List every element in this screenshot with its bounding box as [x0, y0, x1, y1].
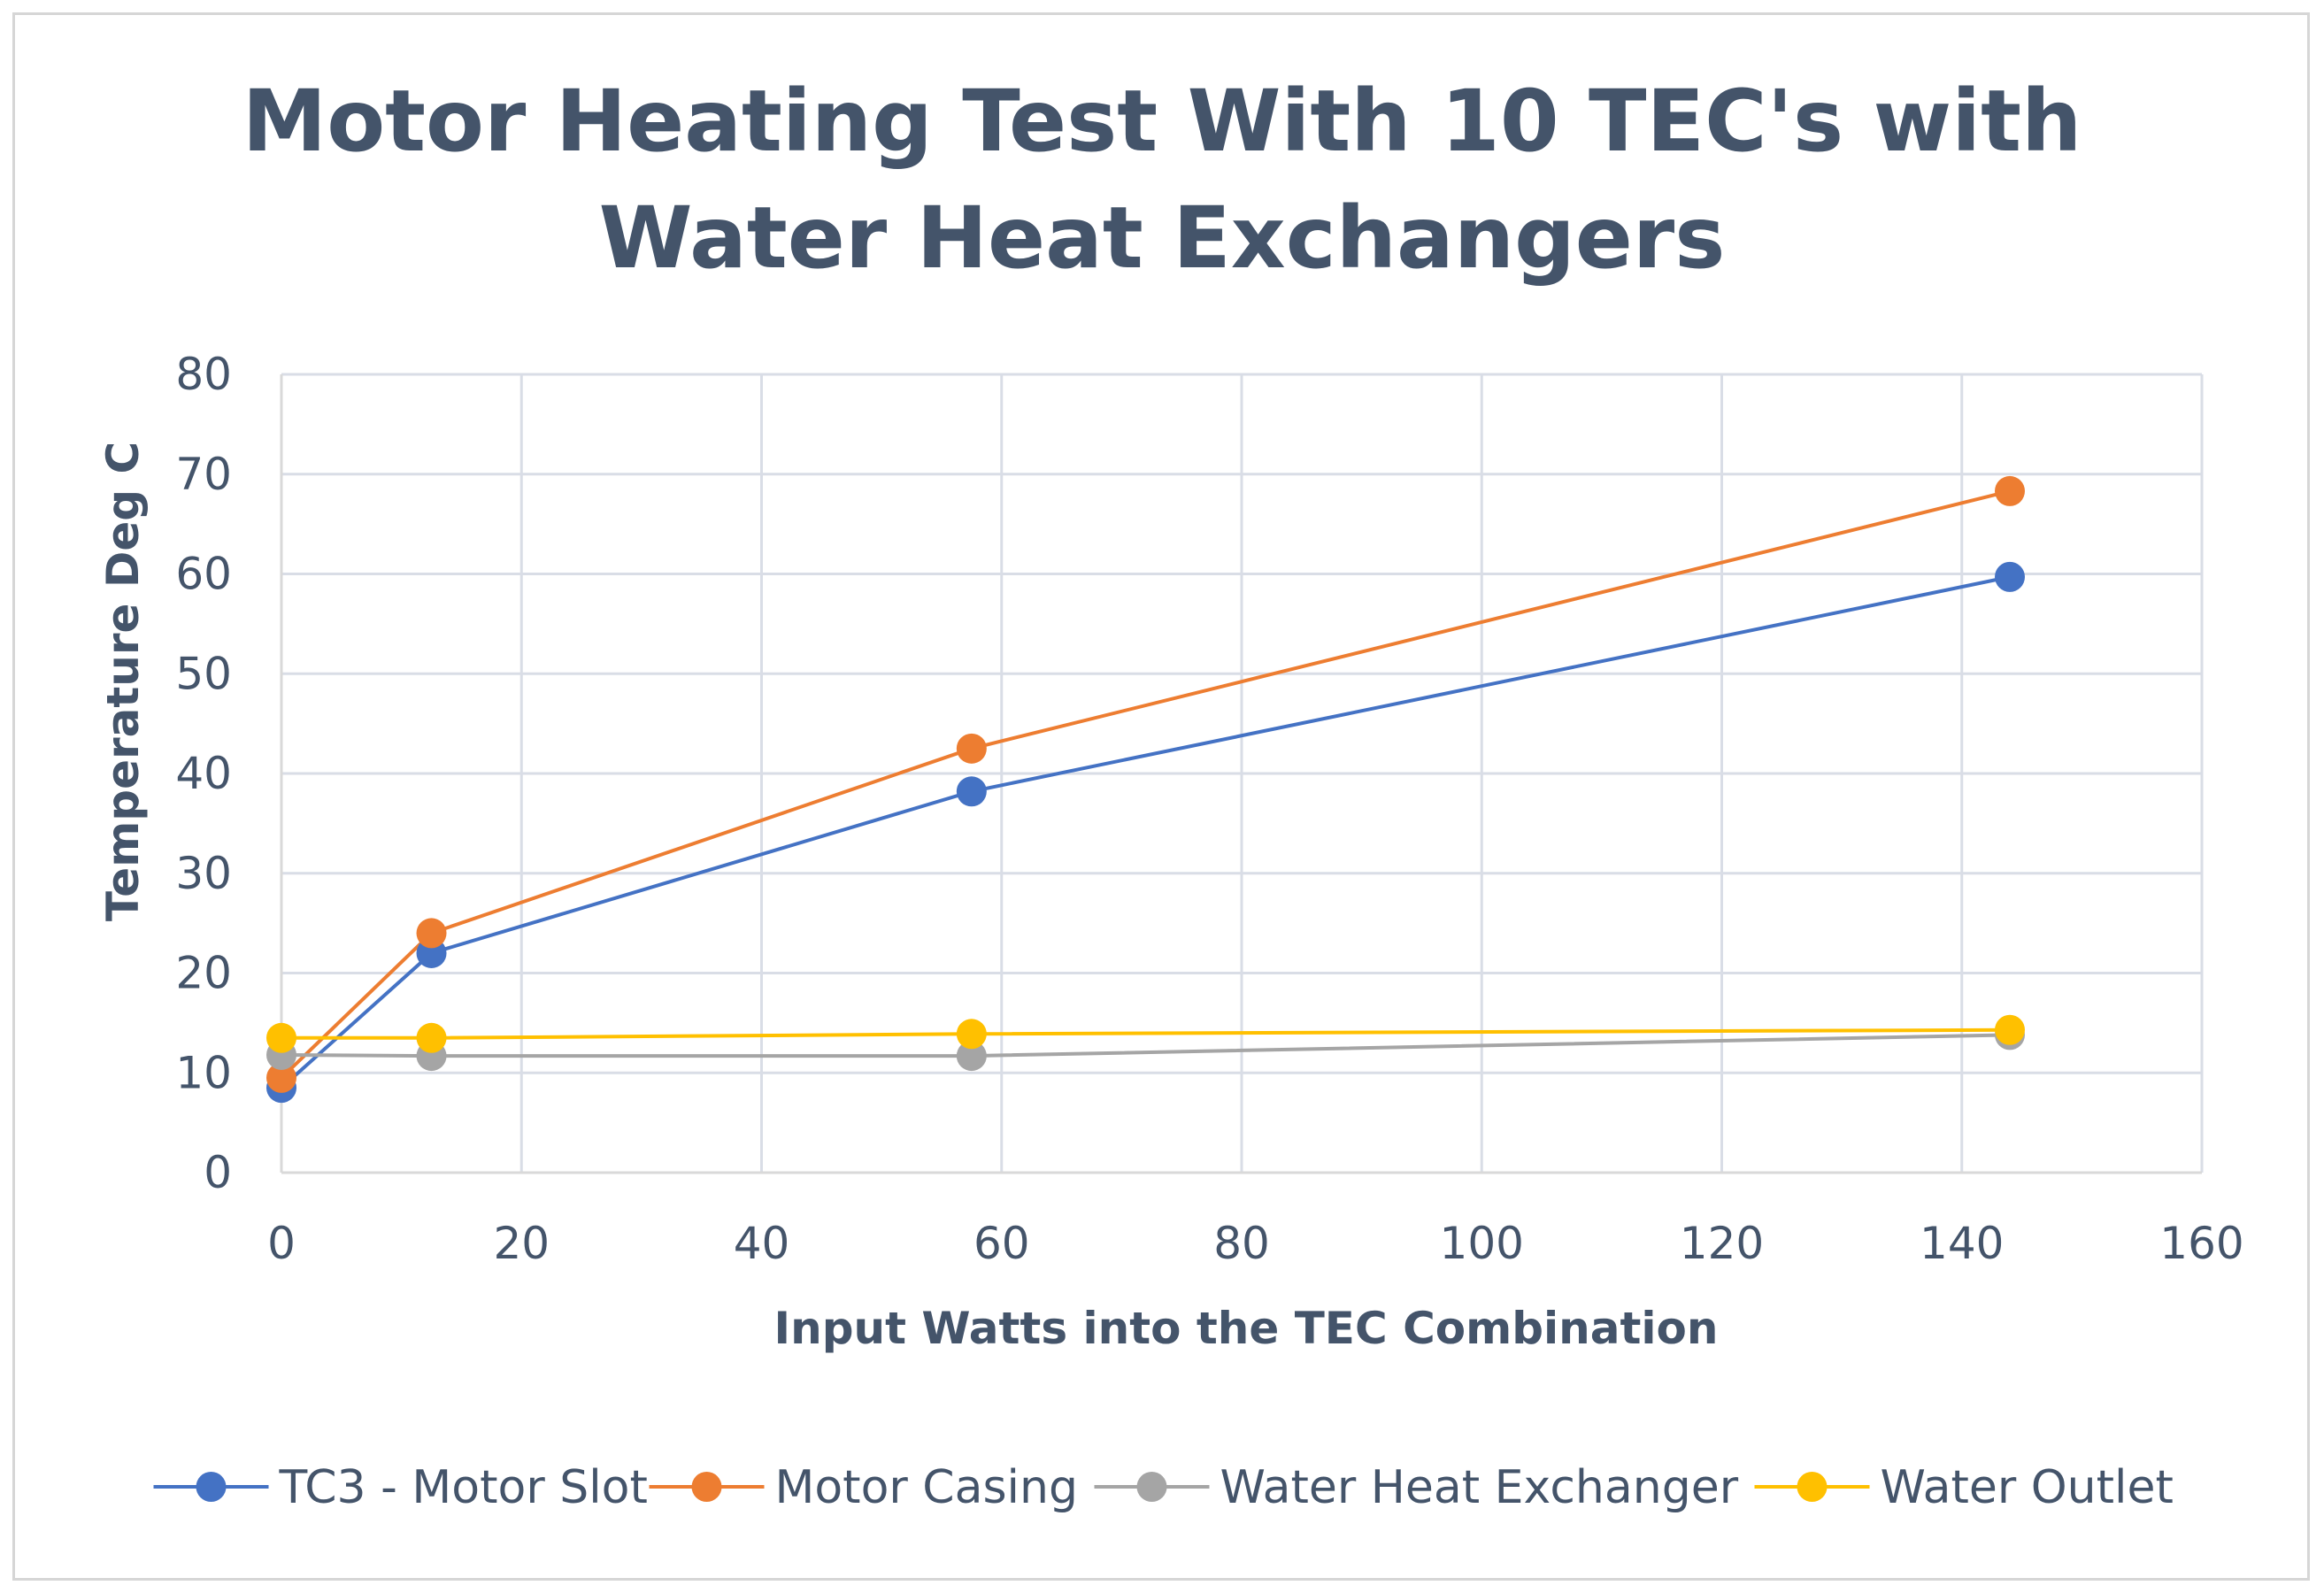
- legend-marker: [1136, 1472, 1167, 1502]
- legend-label: TC3 - Motor Slot: [279, 1461, 648, 1514]
- data-point-tc3-motor-slot: [1995, 561, 2025, 592]
- data-point-motor-casing: [956, 733, 987, 764]
- series-line-motor-casing: [280, 489, 2011, 1080]
- legend: TC3 - Motor Slot Motor Casing Water Heat E…: [153, 1461, 2174, 1514]
- y-tick-label: 40: [175, 748, 232, 799]
- data-point-water-outlet: [416, 1022, 447, 1053]
- y-tick-labels: 0 10 20 30 40 50 60 70 80: [175, 349, 232, 1198]
- data-point-water-outlet: [1995, 1014, 2025, 1045]
- x-tick-label: 40: [734, 1218, 790, 1269]
- data-point-water-heat-exchanger: [956, 1041, 987, 1072]
- x-tick-label: 20: [493, 1218, 550, 1269]
- data-point-tc3-motor-slot: [956, 776, 987, 807]
- legend-label: Motor Casing: [775, 1461, 1078, 1514]
- x-tick-label: 100: [1440, 1218, 1524, 1269]
- y-tick-label: 0: [204, 1147, 232, 1198]
- gridlines: [281, 373, 2204, 1173]
- y-axis-title: Temperature Deg C: [97, 442, 149, 921]
- y-tick-label: 80: [175, 349, 232, 400]
- chart-frame: [12, 12, 2310, 1581]
- x-tick-label: 140: [1920, 1218, 2004, 1269]
- legend-item-motor-casing: Motor Casing: [649, 1461, 1078, 1514]
- x-tick-label: 120: [1680, 1218, 1764, 1269]
- legend-item-water-heat-exchanger: Water Heat Exchanger: [1094, 1461, 1739, 1514]
- data-point-water-outlet: [266, 1022, 296, 1053]
- x-tick-label: 160: [2159, 1218, 2243, 1269]
- legend-label: Water Outlet: [1881, 1461, 2174, 1514]
- x-tick-labels: 0 20 40 60 80 100 120 140 160: [267, 1218, 2244, 1269]
- data-point-water-outlet: [956, 1019, 987, 1050]
- y-tick-label: 50: [175, 648, 232, 699]
- legend-marker: [1797, 1472, 1828, 1502]
- legend-label: Water Heat Exchanger: [1220, 1461, 1739, 1514]
- series-line-water-outlet: [281, 1027, 2011, 1040]
- x-tick-label: 0: [267, 1218, 296, 1269]
- y-tick-label: 60: [175, 549, 232, 600]
- legend-marker: [196, 1472, 227, 1502]
- data-point-motor-casing: [416, 918, 447, 949]
- x-tick-label: 80: [1213, 1218, 1270, 1269]
- x-tick-label: 60: [973, 1218, 1030, 1269]
- series-points: [266, 475, 2025, 1104]
- series-line-water-heat-exchanger: [281, 1033, 2011, 1058]
- y-tick-label: 20: [175, 948, 232, 999]
- x-axis-title: Input Watts into the TEC Combination: [774, 1303, 1719, 1354]
- y-tick-label: 70: [175, 449, 232, 500]
- legend-item-water-outlet: Water Outlet: [1754, 1461, 2174, 1514]
- y-tick-label: 10: [175, 1047, 232, 1098]
- legend-marker: [691, 1472, 722, 1502]
- chart-title-line-2: Water Heat Exchangers: [599, 189, 1726, 288]
- legend-item-tc3-motor-slot: TC3 - Motor Slot: [153, 1461, 648, 1514]
- data-point-motor-casing: [1995, 475, 2025, 506]
- series-lines: [280, 489, 2011, 1089]
- series-line-tc3-motor-slot: [280, 574, 2011, 1089]
- chart-title-line-1: Motor Heating Test With 10 TEC's with: [242, 72, 2082, 171]
- data-point-motor-casing: [266, 1062, 296, 1093]
- y-tick-label: 30: [175, 848, 232, 899]
